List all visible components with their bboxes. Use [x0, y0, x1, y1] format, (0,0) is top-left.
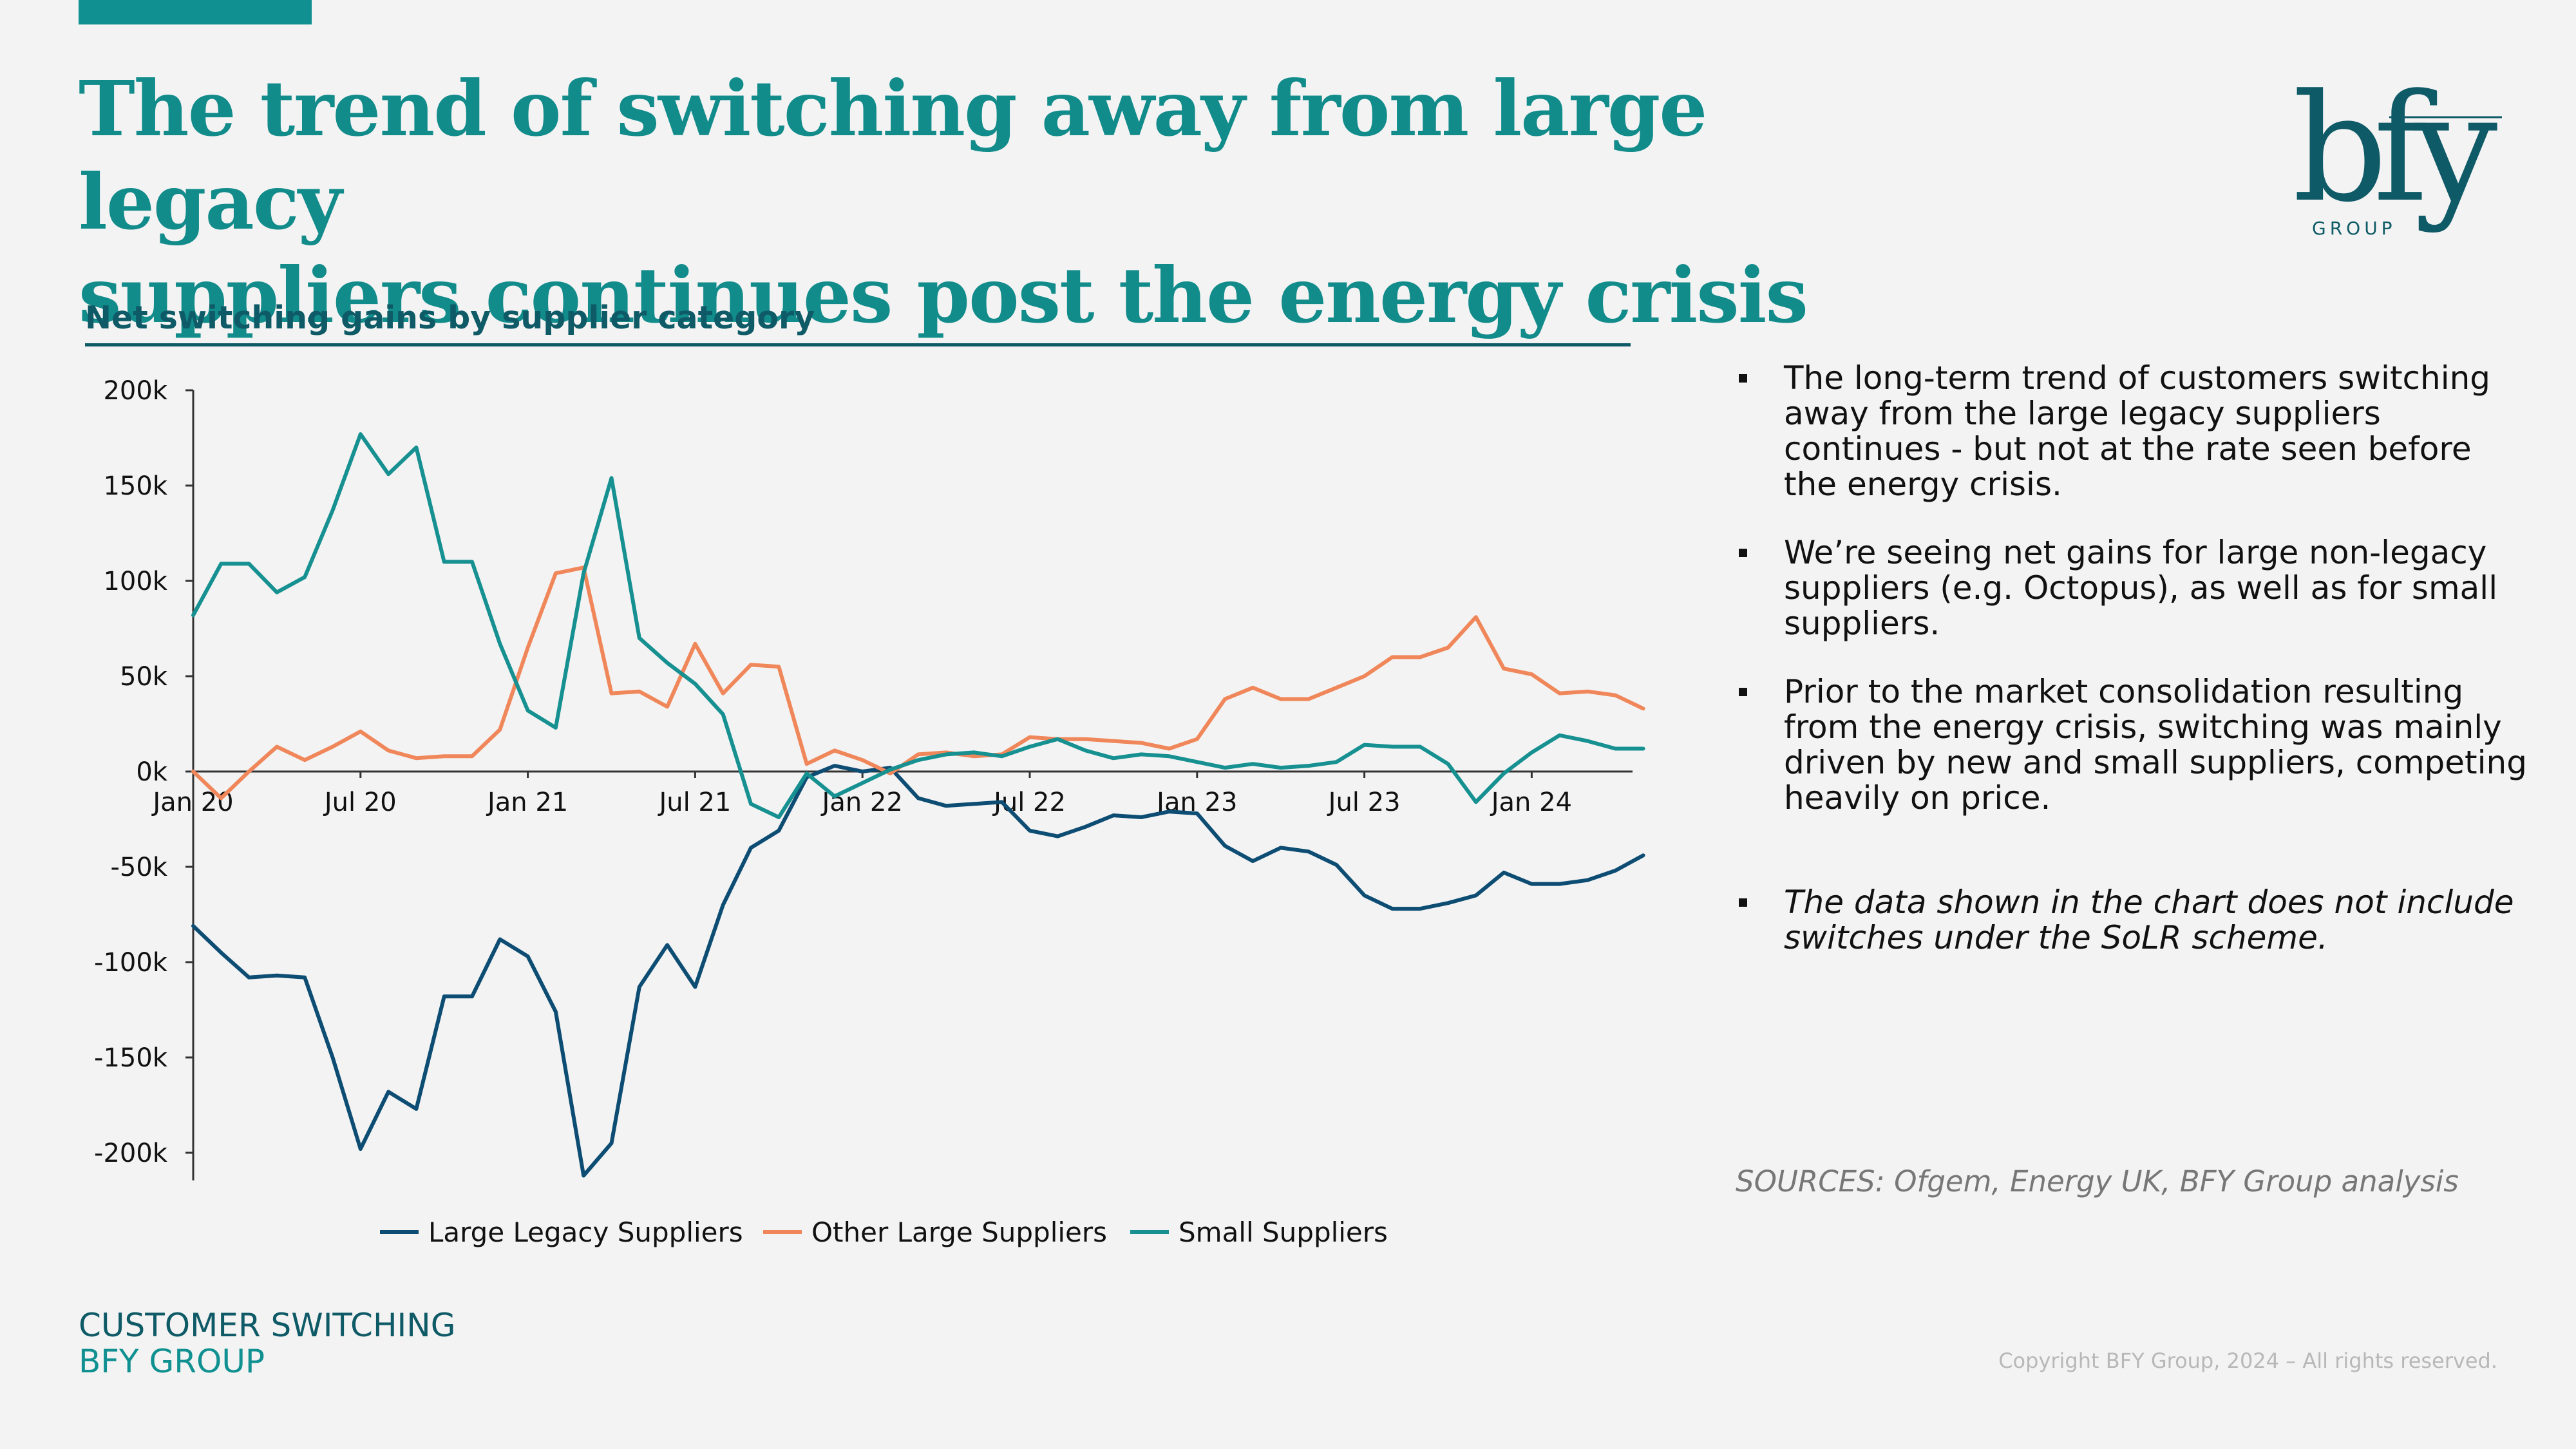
footer-section-label: CUSTOMER SWITCHING — [79, 1307, 456, 1344]
x-tick-label: Jan 24 — [1490, 788, 1572, 817]
legend-label: Other Large Suppliers — [811, 1217, 1107, 1248]
x-tick-label: Jan 20 — [151, 788, 233, 817]
accent-bar — [79, 0, 312, 24]
y-tick-label: -200k — [94, 1139, 168, 1168]
chart-title: Net switching gains by supplier category — [85, 299, 815, 336]
y-tick-label: 50k — [120, 662, 168, 692]
series-line-small-suppliers — [191, 432, 1645, 819]
y-tick-label: -150k — [94, 1043, 168, 1073]
footer-org-label: BFY GROUP — [79, 1343, 265, 1380]
x-tick-label: Jan 21 — [486, 788, 568, 817]
logo-subtext: GROUP — [2312, 218, 2396, 239]
copyright-notice: Copyright BFY Group, 2024 – All rights r… — [1998, 1349, 2497, 1373]
x-axis: Jan 20 Jul 20 Jan 21 Jul 21 Jan 22 Jul 22 Jan … — [151, 770, 1633, 817]
bullet-item: We’re seeing net gains for large non-leg… — [1736, 535, 2528, 641]
title-line-2: suppliers continues post the energy cris… — [79, 251, 1808, 340]
series-layer — [191, 432, 1645, 1178]
legend-label: Large Legacy Suppliers — [428, 1217, 743, 1248]
bullet-item: Prior to the market consolidation result… — [1736, 674, 2528, 816]
series-line-large-legacy-suppliers — [191, 764, 1645, 1178]
y-tick-label: -50k — [111, 853, 168, 882]
y-tick-label: 100k — [103, 567, 167, 596]
y-tick-label: -100k — [94, 948, 168, 978]
bfy-logo: bfy GROUP — [2293, 71, 2505, 239]
bullet-item-note: The data shown in the chart does not inc… — [1736, 885, 2528, 956]
x-tick-label: Jul 20 — [323, 788, 397, 817]
line-chart: 200k 150k 100k 50k 0k -50k -100k -150k -200k Jan… — [94, 376, 1645, 1248]
y-axis: 200k 150k 100k 50k 0k -50k -100k -150k -200k — [94, 376, 194, 1180]
page-title: The trend of switching away from large l… — [79, 62, 1978, 342]
legend-label: Small Suppliers — [1179, 1217, 1388, 1248]
y-tick-label: 200k — [103, 376, 167, 406]
y-tick-label: 0k — [136, 757, 167, 787]
y-tick-label: 150k — [103, 471, 167, 501]
bullet-list: The long-term trend of customers switchi… — [1736, 361, 2528, 989]
x-tick-label: Jan 22 — [820, 788, 903, 817]
chart-title-rule — [85, 343, 1631, 346]
logo-wordmark: bfy — [2293, 71, 2497, 235]
x-tick-label: Jul 23 — [1327, 788, 1401, 817]
x-tick-label: Jul 21 — [657, 788, 731, 817]
series-line-other-large-suppliers — [191, 565, 1645, 800]
bullet-item: The long-term trend of customers switchi… — [1736, 361, 2528, 502]
title-line-1: The trend of switching away from large l… — [79, 64, 1707, 247]
chart-legend: Large Legacy Suppliers Other Large Suppli… — [380, 1217, 1388, 1248]
sources-note: SOURCES: Ofgem, Energy UK, BFY Group ana… — [1736, 1164, 2459, 1198]
